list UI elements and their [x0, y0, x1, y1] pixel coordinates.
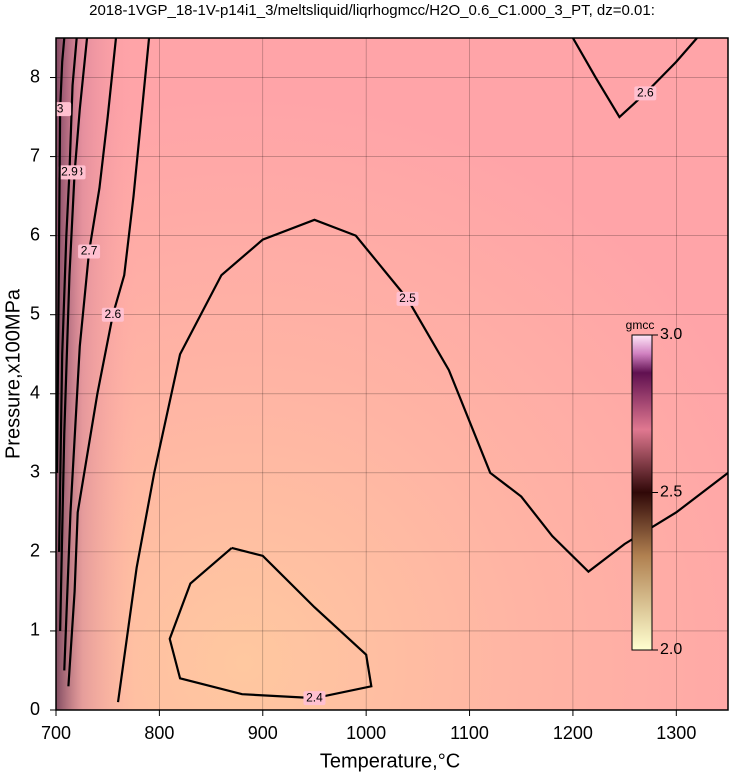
y-tick-label: 6	[30, 224, 40, 244]
contour-line	[59, 38, 89, 631]
colorbar-tick-label: 2.0	[660, 641, 682, 658]
contour-label: 3	[57, 101, 64, 115]
x-tick-label: 1300	[656, 723, 696, 743]
contour-label-bg	[634, 86, 657, 101]
y-tick-label: 0	[30, 699, 40, 719]
x-tick-label: 900	[248, 723, 278, 743]
contour-label-bg	[396, 291, 419, 306]
contour-label: 2.9	[61, 165, 78, 179]
y-tick-label: 2	[30, 541, 40, 561]
x-tick-label: 1000	[346, 723, 386, 743]
x-tick-label: 700	[41, 723, 71, 743]
y-tick-label: 5	[30, 303, 40, 323]
contour-line	[571, 38, 698, 119]
chart-title: 2018-1VGP_18-1V-p14i1_3/meltsliquid/liqr…	[89, 2, 655, 19]
contour-label: 2.6	[637, 86, 654, 100]
contour-label-bg	[303, 691, 326, 706]
contour-label-bg	[58, 165, 81, 180]
contours: 2.42.52.62.62.72.82.93	[56, 38, 728, 706]
plot-shade	[56, 38, 728, 710]
x-tick-label: 1200	[553, 723, 593, 743]
contour-line	[58, 38, 78, 552]
x-axis-label: Temperature,°C	[320, 750, 460, 772]
y-tick-label: 1	[30, 620, 40, 640]
contour-label-bg	[78, 244, 101, 259]
y-tick-label: 7	[30, 145, 40, 165]
contour-line	[67, 38, 151, 687]
colorbar-tick-label: 2.5	[660, 484, 682, 501]
colorbar-tick-label: 3.0	[660, 326, 682, 343]
colorbar	[631, 334, 653, 651]
contour-label: 2.7	[81, 244, 98, 258]
contour-label: 2.5	[399, 291, 416, 305]
contour-label: 2.6	[105, 307, 122, 321]
plot-frame	[55, 37, 729, 711]
y-tick-label: 8	[30, 66, 40, 86]
contour-label: 2.4	[306, 690, 323, 704]
contour-label-bg	[56, 102, 72, 117]
x-tick-label: 800	[144, 723, 174, 743]
x-tick-label: 1100	[450, 723, 489, 743]
y-tick-label: 4	[30, 383, 40, 403]
y-tick-label: 3	[30, 462, 40, 482]
colorbar-label: gmcc	[626, 318, 655, 332]
contour-label-bg	[101, 307, 124, 322]
y-axis-label: Pressure,x100MPa	[2, 288, 24, 459]
